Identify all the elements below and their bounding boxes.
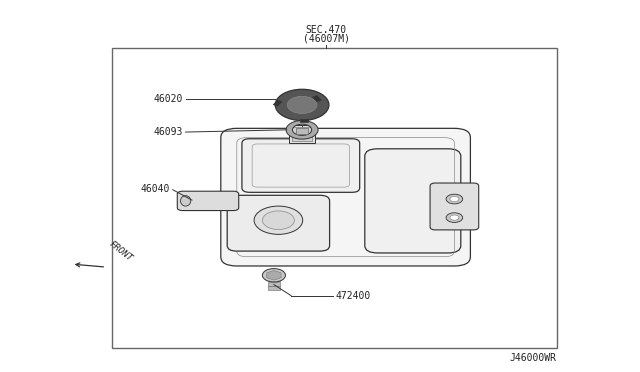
Text: 46020: 46020 [153, 94, 182, 103]
Circle shape [450, 196, 459, 202]
Circle shape [262, 211, 294, 230]
FancyBboxPatch shape [242, 139, 360, 192]
Circle shape [287, 96, 317, 113]
FancyBboxPatch shape [430, 183, 479, 230]
FancyBboxPatch shape [177, 191, 239, 211]
Text: FRONT: FRONT [108, 239, 134, 263]
Bar [312, 96, 321, 102]
Bar [292, 127, 312, 141]
Circle shape [254, 206, 303, 234]
Bar [300, 119, 308, 122]
Bar [289, 125, 315, 143]
Text: SEC.470: SEC.470 [306, 25, 347, 35]
Text: 46040: 46040 [140, 184, 170, 194]
Bar [268, 282, 280, 286]
Bar [273, 100, 282, 106]
Circle shape [262, 269, 285, 282]
Text: 472400: 472400 [336, 291, 371, 301]
Circle shape [450, 215, 459, 220]
Circle shape [275, 89, 329, 121]
FancyBboxPatch shape [221, 128, 470, 266]
Bar [296, 128, 308, 134]
Circle shape [446, 213, 463, 222]
Text: 46093: 46093 [153, 127, 182, 137]
Text: (46007M): (46007M) [303, 34, 350, 44]
Text: J46000WR: J46000WR [510, 353, 557, 363]
Bar [268, 286, 280, 290]
Circle shape [446, 194, 463, 204]
FancyBboxPatch shape [227, 195, 330, 251]
Bar [112, 48, 557, 348]
Ellipse shape [180, 196, 191, 206]
Bar [268, 278, 280, 281]
FancyBboxPatch shape [365, 149, 461, 253]
